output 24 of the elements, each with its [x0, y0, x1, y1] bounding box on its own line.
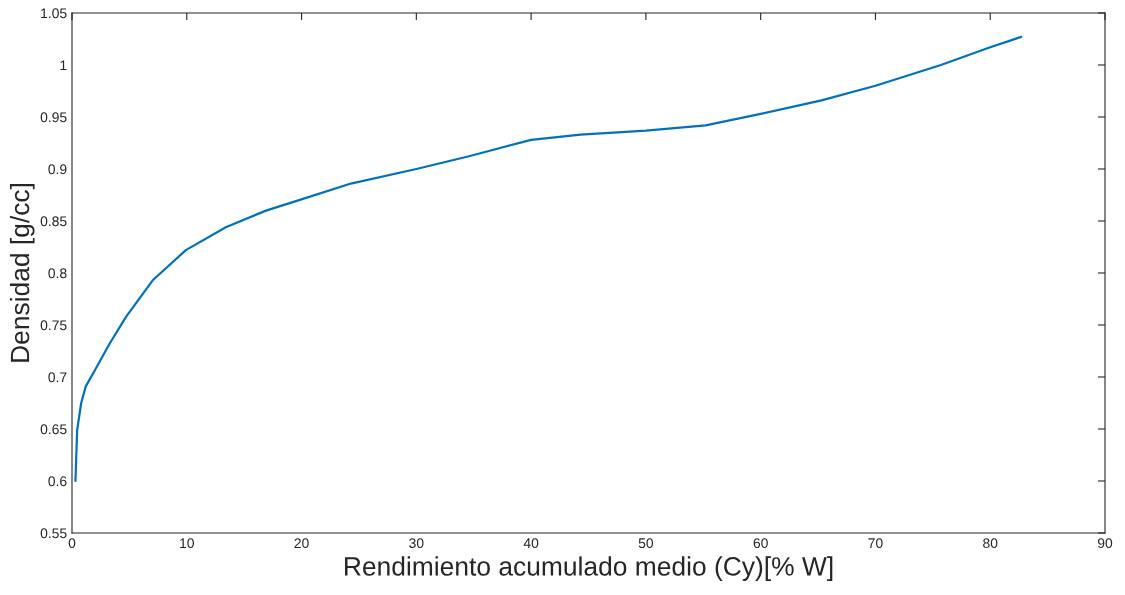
y-tick-label: 0.8	[48, 268, 67, 279]
y-tick-label: 0.75	[40, 320, 67, 331]
x-tick-label: 50	[638, 538, 654, 549]
y-tick-label: 0.55	[40, 528, 67, 539]
y-tick-label: 0.65	[40, 424, 67, 435]
x-tick-label: 30	[409, 538, 424, 549]
x-tick-label: 70	[868, 538, 883, 549]
x-tick-label: 80	[983, 538, 998, 549]
x-tick-label: 90	[1097, 538, 1113, 549]
y-tick-label: 0.95	[40, 112, 67, 123]
x-tick-label: 0	[68, 538, 76, 549]
x-axis-title: Rendimiento acumulado medio (Cy)[% W]	[345, 556, 833, 581]
y-tick-label: 0.6	[48, 476, 67, 487]
y-axis-title: Densidad [g/cc]	[9, 183, 35, 362]
y-tick-label: 0.9	[48, 164, 67, 175]
y-tick-label: 0.85	[40, 216, 67, 227]
y-tick-label: 1.05	[41, 8, 67, 19]
line-series	[74, 35, 1023, 483]
x-tick-label: 10	[180, 538, 194, 549]
y-tick-label: 1	[60, 60, 67, 71]
x-tick-label: 40	[523, 538, 539, 549]
y-tick-label: 0.7	[48, 372, 67, 383]
x-tick-label: 60	[753, 538, 768, 549]
x-tick-label: 20	[294, 538, 309, 549]
